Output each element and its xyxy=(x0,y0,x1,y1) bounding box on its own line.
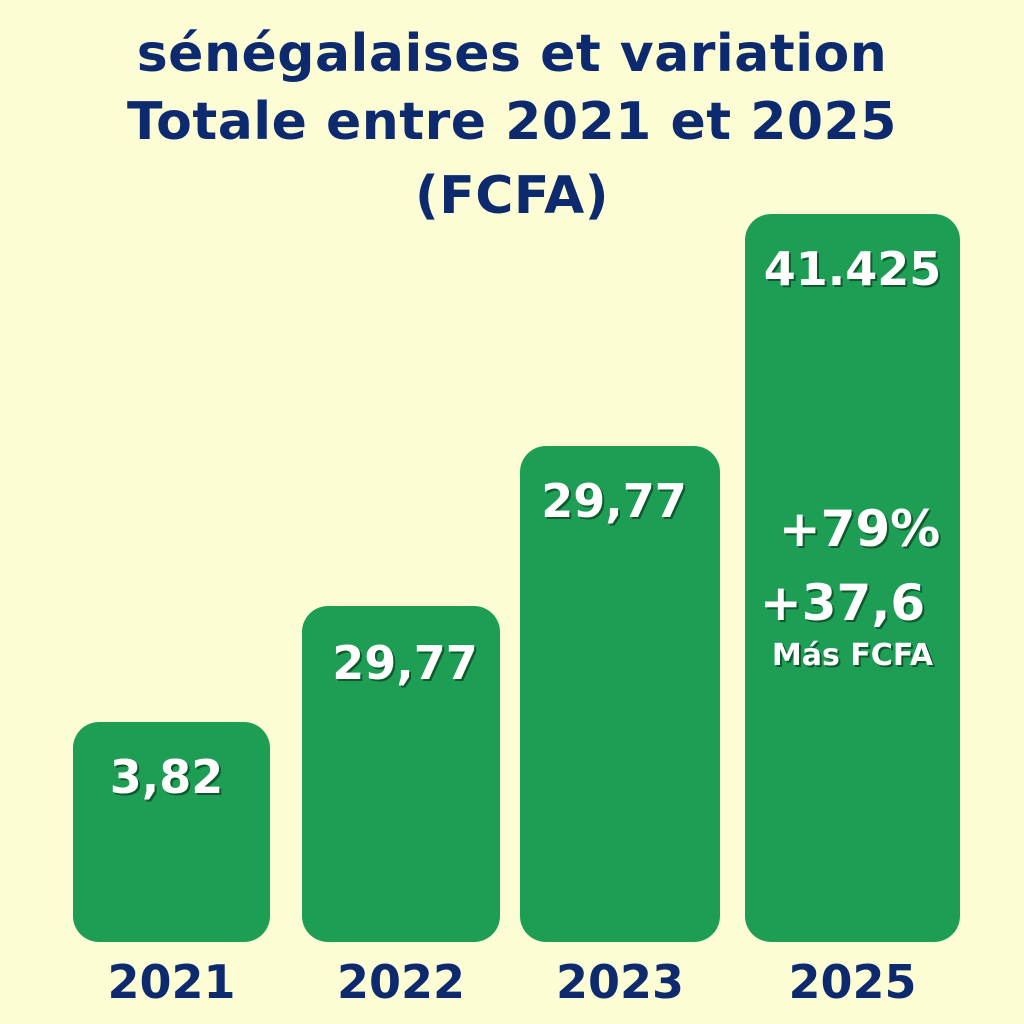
value-label-2023: 29,77 xyxy=(541,474,687,528)
x-tick-2025: 2025 xyxy=(788,955,917,1009)
x-tick-2021: 2021 xyxy=(107,955,236,1009)
bar-2023: 29,77 xyxy=(520,446,720,942)
value-label-2021: 3,82 xyxy=(109,750,224,804)
bar-2025: 41.425 +79% +37,6 Más FCFA xyxy=(745,214,960,942)
annotation-delta: +37,6 xyxy=(759,574,926,632)
bar-2021: 3,82 xyxy=(73,722,270,942)
x-tick-2023: 2023 xyxy=(555,955,685,1009)
x-tick-2022: 2022 xyxy=(336,955,466,1009)
chart-title-line-2: Totale entre 2021 et 2025 xyxy=(127,92,897,152)
bar-2022: 29,77 xyxy=(302,606,500,942)
chart-title-line-1: sénégalaises et variation xyxy=(136,24,888,84)
value-label-2022: 29,77 xyxy=(332,636,478,690)
annotation-unit: Más FCFA xyxy=(771,638,934,673)
value-label-2025: 41.425 xyxy=(763,242,942,296)
chart-title-line-3: (FCFA) xyxy=(414,166,609,226)
annotation-percent: +79% xyxy=(778,500,941,558)
